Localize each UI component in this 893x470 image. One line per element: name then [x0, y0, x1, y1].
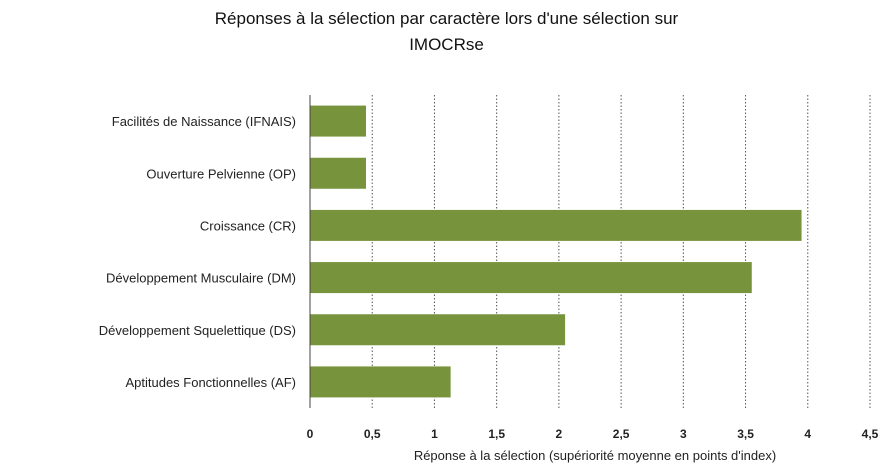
x-tick-label: 4,5	[862, 427, 879, 441]
category-label: Ouverture Pelvienne (OP)	[146, 166, 296, 181]
x-tick-label: 1	[431, 427, 438, 441]
category-label: Facilités de Naissance (IFNAIS)	[112, 114, 296, 129]
bar	[310, 366, 451, 398]
bars	[310, 105, 802, 398]
x-tick-label: 2	[556, 427, 563, 441]
x-tick-label: 3,5	[737, 427, 754, 441]
bar	[310, 157, 366, 189]
category-labels: Facilités de Naissance (IFNAIS) Ouverture…	[99, 114, 296, 390]
x-axis-title: Réponse à la sélection (supériorité moye…	[414, 448, 776, 463]
bar	[310, 105, 366, 137]
x-tick-label: 0	[307, 427, 314, 441]
gridlines	[371, 95, 871, 408]
x-tick-label: 0,5	[364, 427, 381, 441]
bar	[310, 262, 752, 294]
x-tick-label: 2,5	[613, 427, 630, 441]
chart-title-line-1: Réponses à la sélection par caractère lo…	[214, 9, 679, 28]
chart-title: Réponses à la sélection par caractère lo…	[0, 6, 893, 58]
category-label: Développement Squelettique (DS)	[99, 323, 296, 338]
x-tick-label: 3	[680, 427, 687, 441]
x-tick-label: 1,5	[488, 427, 505, 441]
tick-labels: 0 0,5 1 1,5 2 2,5 3 3,5 4 4,5	[307, 427, 879, 441]
chart-title-line-2: IMOCRse	[409, 35, 484, 54]
bar	[310, 209, 802, 241]
x-tick-label: 4	[804, 427, 811, 441]
category-label: Développement Musculaire (DM)	[106, 271, 296, 286]
category-label: Aptitudes Fonctionnelles (AF)	[125, 375, 296, 390]
category-label: Croissance (CR)	[200, 218, 296, 233]
bar	[310, 314, 566, 346]
